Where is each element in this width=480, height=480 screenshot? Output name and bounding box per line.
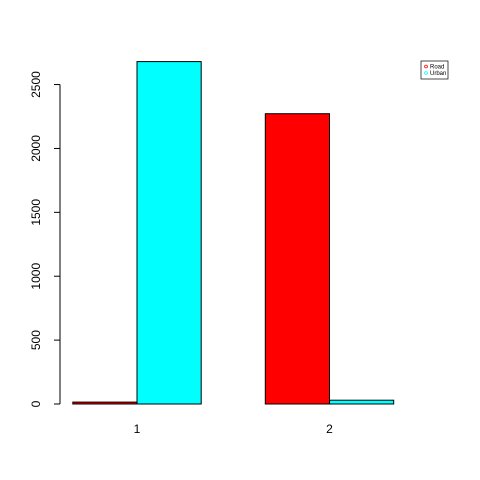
x-category-label: 1 [134, 422, 141, 436]
legend-marker [424, 64, 428, 69]
y-tick-label: 1000 [29, 263, 43, 290]
legend-label: Road [430, 65, 444, 71]
legend-marker [424, 71, 428, 75]
legend-label: Urban [430, 71, 446, 77]
y-axis: 0 500 1000 1500 2000 2500 [29, 71, 61, 407]
y-tick-label: 1500 [29, 199, 43, 226]
y-tick-label: 2000 [29, 135, 43, 162]
y-tick-label: 0 [29, 400, 43, 407]
bars-group [72, 61, 395, 405]
y-tick-label: 2500 [29, 71, 43, 98]
y-tick-label: 500 [29, 330, 43, 350]
legend-box [420, 60, 449, 80]
bar-road-1 [72, 401, 138, 405]
bar-urban-1 [136, 61, 202, 405]
x-category-label: 2 [326, 422, 333, 436]
bar-road-2 [264, 113, 330, 405]
bar-urban-2 [329, 399, 395, 405]
